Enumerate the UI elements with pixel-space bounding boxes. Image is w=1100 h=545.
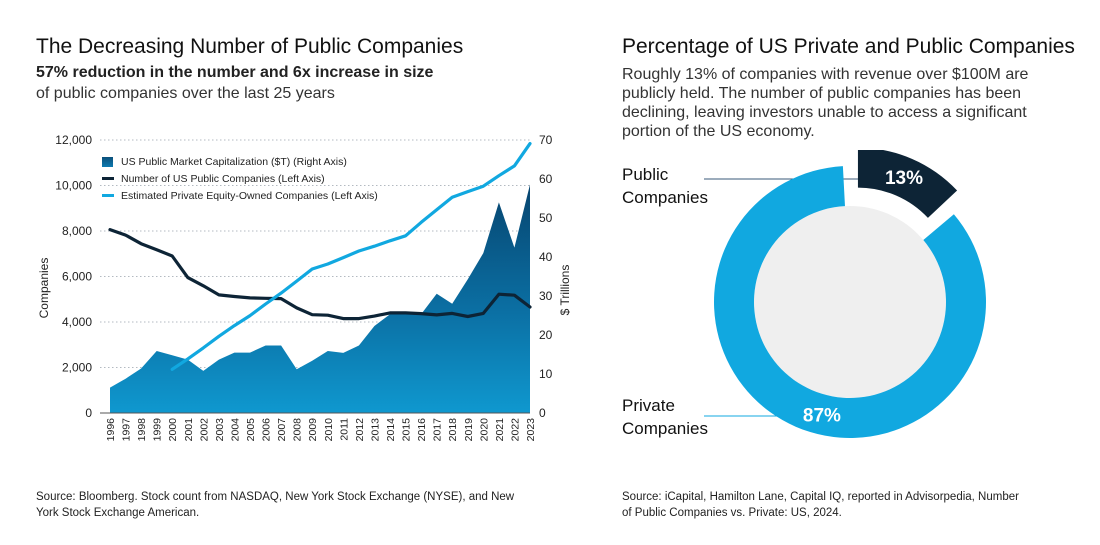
right-axis-tick-label: 70 xyxy=(539,133,553,147)
x-axis-tick-label: 2018 xyxy=(447,418,459,442)
x-axis-ticks: 1996 1997 1998 1999 2000 2001 2002 2003 2004 2005… xyxy=(105,418,537,442)
left-axis-label: Companies xyxy=(37,258,51,319)
x-axis-tick-label: 2007 xyxy=(276,418,288,442)
x-axis-tick-label: 1998 xyxy=(136,418,148,442)
donut-slices xyxy=(714,150,986,438)
left-source-line: York Stock Exchange American. xyxy=(36,507,200,519)
right-axis-tick-label: 20 xyxy=(539,328,553,342)
left-chart-subtitle: of public companies over the last 25 yea… xyxy=(36,85,335,102)
legend-item-public-companies: Number of US Public Companies (Left Axis… xyxy=(102,170,378,187)
left-axis-ticks: 0 2,000 4,000 6,000 8,000 10,000 12,000 xyxy=(55,133,92,420)
legend-label: US Public Market Capitalization ($T) (Ri… xyxy=(121,155,347,168)
left-axis-tick-label: 6,000 xyxy=(62,270,92,284)
x-axis-tick-label: 2012 xyxy=(354,418,366,442)
x-axis-tick-label: 2006 xyxy=(261,418,273,442)
public-label-line: Companies xyxy=(622,188,708,207)
x-axis-tick-label: 2002 xyxy=(198,418,210,442)
left-axis-tick-label: 8,000 xyxy=(62,224,92,238)
x-axis-tick-label: 2019 xyxy=(463,418,475,442)
market-cap-area-layer xyxy=(110,184,530,413)
x-axis-tick-label: 2010 xyxy=(323,418,335,442)
x-axis-tick-label: 2009 xyxy=(307,418,319,442)
left-chart-title: The Decreasing Number of Public Companie… xyxy=(36,35,464,58)
chart-legend: US Public Market Capitalization ($T) (Ri… xyxy=(102,153,378,204)
market-cap-area xyxy=(110,184,530,413)
donut-chart: 13% 87% xyxy=(704,150,986,438)
public-companies-line xyxy=(108,228,532,321)
x-axis-tick-label: 2011 xyxy=(338,418,350,441)
left-chart-subtitle-bold: 57% reduction in the number and 6x incre… xyxy=(36,64,434,81)
left-axis-tick-label: 0 xyxy=(85,406,92,420)
private-equity-companies-line xyxy=(170,142,532,371)
right-axis-tick-label: 0 xyxy=(539,406,546,420)
legend-label: Number of US Public Companies (Left Axis… xyxy=(121,172,325,185)
right-axis-ticks: 0 10 20 30 40 50 60 70 xyxy=(539,133,553,420)
private-percent-label: 87% xyxy=(803,406,841,427)
x-axis-tick-label: 2000 xyxy=(167,418,179,442)
right-axis-label-box: $ Trillions xyxy=(558,265,572,316)
right-axis-tick-label: 10 xyxy=(539,367,553,381)
legend-swatch-line-dark xyxy=(102,177,114,180)
right-axis-tick-label: 50 xyxy=(539,211,553,225)
left-axis-tick-label: 4,000 xyxy=(62,315,92,329)
right-chart-description: Roughly 13% of companies with revenue ov… xyxy=(622,66,1029,140)
x-axis-tick-label: 2004 xyxy=(229,418,241,442)
right-source-note: Source: iCapital, Hamilton Lane, Capital… xyxy=(622,489,1019,521)
left-source-line: Source: Bloomberg. Stock count from NASD… xyxy=(36,491,515,503)
right-axis-tick-label: 60 xyxy=(539,172,553,186)
x-axis-tick-label: 2023 xyxy=(525,418,537,442)
x-axis-tick-label: 2008 xyxy=(292,418,304,442)
right-chart-title: Percentage of US Private and Public Comp… xyxy=(622,35,1075,58)
private-slice xyxy=(714,166,986,438)
legend-item-market-cap: US Public Market Capitalization ($T) (Ri… xyxy=(102,153,378,170)
x-axis-tick-label: 2001 xyxy=(183,418,195,442)
private-companies-label: Private Companies xyxy=(622,394,708,440)
x-axis-tick-label: 2020 xyxy=(478,418,490,442)
private-label-line: Private xyxy=(622,396,675,415)
chart-lines-layer xyxy=(108,142,532,371)
legend-item-private-equity: Estimated Private Equity-Owned Companies… xyxy=(102,187,378,204)
right-source-line: Source: iCapital, Hamilton Lane, Capital… xyxy=(622,491,1019,503)
public-companies-label: Public Companies xyxy=(622,163,708,209)
right-axis-tick-label: 30 xyxy=(539,289,553,303)
left-source-note: Source: Bloomberg. Stock count from NASD… xyxy=(36,489,514,521)
x-axis-tick-label: 2015 xyxy=(401,418,413,442)
right-axis-label-text: $ Trillions xyxy=(558,265,572,316)
x-axis-tick-label: 1999 xyxy=(152,418,164,442)
public-slice xyxy=(857,150,958,218)
right-source-line: of Public Companies vs. Private: US, 202… xyxy=(622,507,842,519)
x-axis-tick-label: 2021 xyxy=(494,418,506,442)
legend-swatch-line-light xyxy=(102,194,114,197)
x-axis-tick-label: 2003 xyxy=(214,418,226,442)
public-label-line: Public xyxy=(622,165,669,184)
x-axis-tick-label: 2013 xyxy=(369,418,381,442)
companies-chart: 0 2,000 4,000 6,000 8,000 10,000 12,000 0 10 20 3… xyxy=(37,133,553,442)
x-axis-tick-label: 2016 xyxy=(416,418,428,442)
donut-center xyxy=(754,206,946,398)
legend-label: Estimated Private Equity-Owned Companies… xyxy=(121,189,378,202)
x-axis-tick-label: 2005 xyxy=(245,418,257,442)
left-axis-tick-label: 2,000 xyxy=(62,361,92,375)
left-axis-tick-label: 10,000 xyxy=(55,179,92,193)
x-axis-tick-label: 2017 xyxy=(432,418,444,442)
left-axis-tick-label: 12,000 xyxy=(55,133,92,147)
private-label-line: Companies xyxy=(622,419,708,438)
x-axis-tick-label: 1997 xyxy=(121,418,133,442)
x-axis-tick-label: 1996 xyxy=(105,418,117,442)
x-axis-tick-label: 2014 xyxy=(385,418,397,442)
legend-swatch-area xyxy=(102,156,113,167)
x-axis-tick-label: 2022 xyxy=(509,418,521,442)
public-percent-label: 13% xyxy=(885,168,923,189)
right-axis-tick-label: 40 xyxy=(539,250,553,264)
